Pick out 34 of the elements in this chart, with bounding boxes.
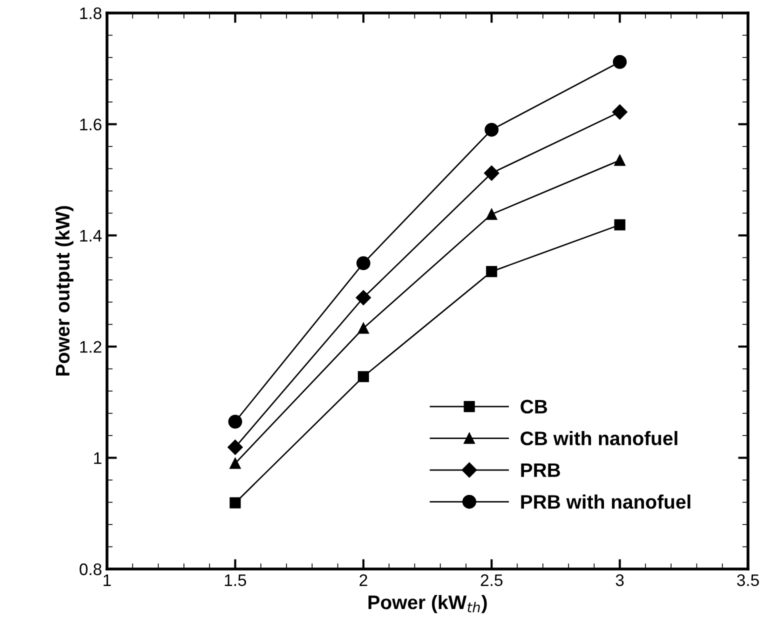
point	[356, 256, 370, 270]
x-tick-label: 3.5	[737, 574, 759, 586]
x-tick-label: 3	[616, 574, 624, 586]
point	[612, 54, 627, 69]
point	[228, 440, 243, 455]
legend-label: PRB	[521, 463, 560, 477]
x-tick-label: 2.5	[480, 574, 502, 586]
point	[230, 497, 241, 508]
point	[230, 458, 241, 469]
point	[228, 414, 242, 429]
y-axis-title: Power output (kW)	[55, 206, 74, 376]
y-tick-label: 1.6	[80, 118, 102, 130]
legend-label: CB	[520, 400, 548, 414]
point	[484, 166, 500, 181]
point	[612, 104, 628, 120]
point	[484, 122, 499, 137]
y-tick-label: 1.4	[80, 230, 102, 242]
x-tick-label: 1	[104, 574, 111, 586]
y-tick-label: 1	[94, 452, 102, 464]
point	[614, 154, 626, 166]
y-tick-label: 0.8	[80, 563, 102, 576]
legend-label: PRB with nanofuel	[521, 494, 690, 509]
point	[358, 371, 369, 382]
point	[486, 266, 498, 278]
point	[358, 322, 369, 334]
y-tick-label: 1.2	[80, 341, 102, 353]
point	[356, 290, 371, 306]
x-axis-title: Power (kW$_{th}$)	[368, 594, 487, 614]
point	[486, 208, 498, 220]
x-tick-label: 2	[360, 574, 368, 586]
legend-label: CB with nanofuel	[520, 431, 678, 446]
x-tick-label: 1.5	[224, 574, 246, 586]
y-tick-label: 1.8	[80, 7, 102, 20]
point	[614, 219, 626, 230]
